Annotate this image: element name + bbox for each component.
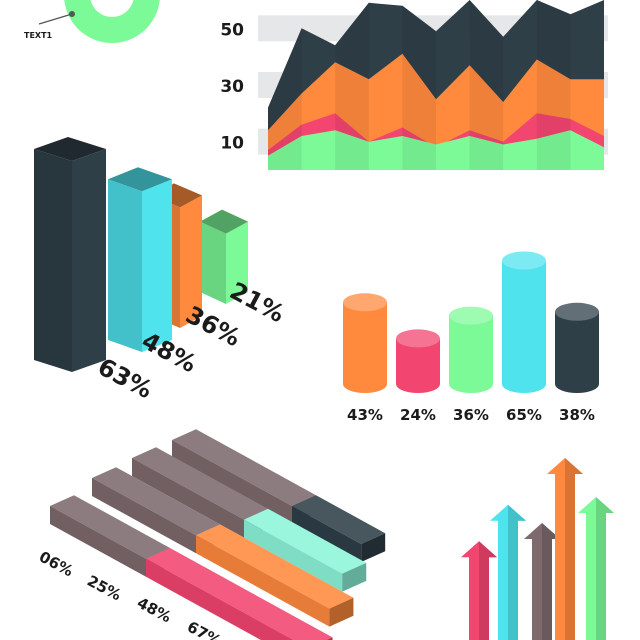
hbar-value-end [326, 637, 333, 640]
cylinder-body [343, 302, 387, 393]
cylinder-body [502, 260, 546, 393]
donut-ring [64, 0, 160, 43]
cylinder-value-label: 24% [400, 406, 436, 424]
area-chart: 50 30 10 [220, 0, 608, 171]
hbar-base-top [92, 467, 220, 536]
cylinder-top [396, 329, 440, 348]
cylinder-body [449, 315, 493, 393]
bar-side [142, 179, 172, 352]
arrow-bar-chart [461, 458, 614, 640]
hbar-base-front [172, 440, 292, 524]
donut-label: TEXT1 [24, 31, 53, 40]
hbar-value-top [196, 524, 354, 609]
cylinder-value-label: 36% [453, 406, 489, 424]
cylinder-body [396, 338, 440, 393]
arrow-bar-shade [565, 458, 583, 640]
cylinder-top [343, 293, 387, 312]
hbar-value-front [292, 506, 362, 563]
hbar-value-end [361, 533, 386, 563]
y-tick-label: 10 [220, 134, 244, 154]
bar-top [200, 209, 248, 234]
hbar-base-top [172, 429, 316, 506]
bar-front [200, 221, 226, 304]
hbar-value-label: 67% [184, 618, 224, 640]
bar-side [226, 221, 248, 304]
arrow-bar-shade [542, 523, 560, 640]
bar-top [108, 167, 172, 192]
cylinder-top [502, 251, 546, 270]
cylinder-value-label: 43% [347, 406, 383, 424]
area-facet [268, 136, 302, 170]
bar-side [180, 195, 202, 328]
cylinder-value-label: 38% [559, 406, 595, 424]
donut-chart: TEXT1 [24, 0, 160, 43]
hbar-value-label: 48% [134, 594, 174, 627]
y-tick-label: 50 [220, 20, 244, 40]
area-facet [335, 130, 369, 170]
cylinder-top [449, 306, 493, 325]
hbar-base-front [132, 458, 244, 538]
bar-front [34, 148, 72, 372]
cylinder-top [555, 302, 599, 321]
y-tick-label: 30 [220, 77, 244, 97]
iso-horizontal-bar-chart: 06%25% 48% 67% [36, 429, 386, 640]
hbar-value-label: 25% [84, 572, 124, 605]
bar-value-label: 21% [225, 277, 289, 329]
bar-value-label: 63% [93, 353, 157, 405]
cylinder-value-label: 65% [506, 406, 542, 424]
bar-top [34, 136, 106, 161]
arrow-bar-shade [596, 497, 614, 640]
hbar-base-top [132, 447, 268, 520]
area-facet [469, 136, 504, 170]
donut-callout-line [38, 13, 73, 25]
bar-front [108, 179, 142, 352]
hbar-value-top [292, 495, 386, 545]
hbar-value-end [342, 562, 367, 592]
hbar-value-label: 06% [36, 548, 76, 581]
hbar-value-top [244, 508, 367, 574]
bar-value-label: 36% [181, 301, 245, 353]
donut-callout-dot [69, 11, 75, 17]
arrow-bar-shade [479, 541, 497, 640]
iso-bar-chart: 63%48%36%21% [34, 136, 289, 405]
area-facet [536, 130, 571, 170]
area-facet [402, 136, 436, 170]
arrow-bar-shade [508, 504, 526, 640]
bar-side [72, 148, 106, 372]
hbar-base-front [92, 478, 196, 554]
hbar-base-top [50, 495, 170, 559]
cylinder-bar-chart: 43% 24% 36% 65% 38% [343, 251, 599, 424]
cylinder-body [555, 311, 599, 393]
hbar-value-front [196, 535, 330, 627]
hbar-value-end [329, 597, 354, 627]
hbar-value-top [146, 548, 333, 640]
hbar-value-front [244, 519, 343, 592]
hbar-base-front [50, 506, 146, 577]
hbar-value-front [146, 558, 294, 640]
